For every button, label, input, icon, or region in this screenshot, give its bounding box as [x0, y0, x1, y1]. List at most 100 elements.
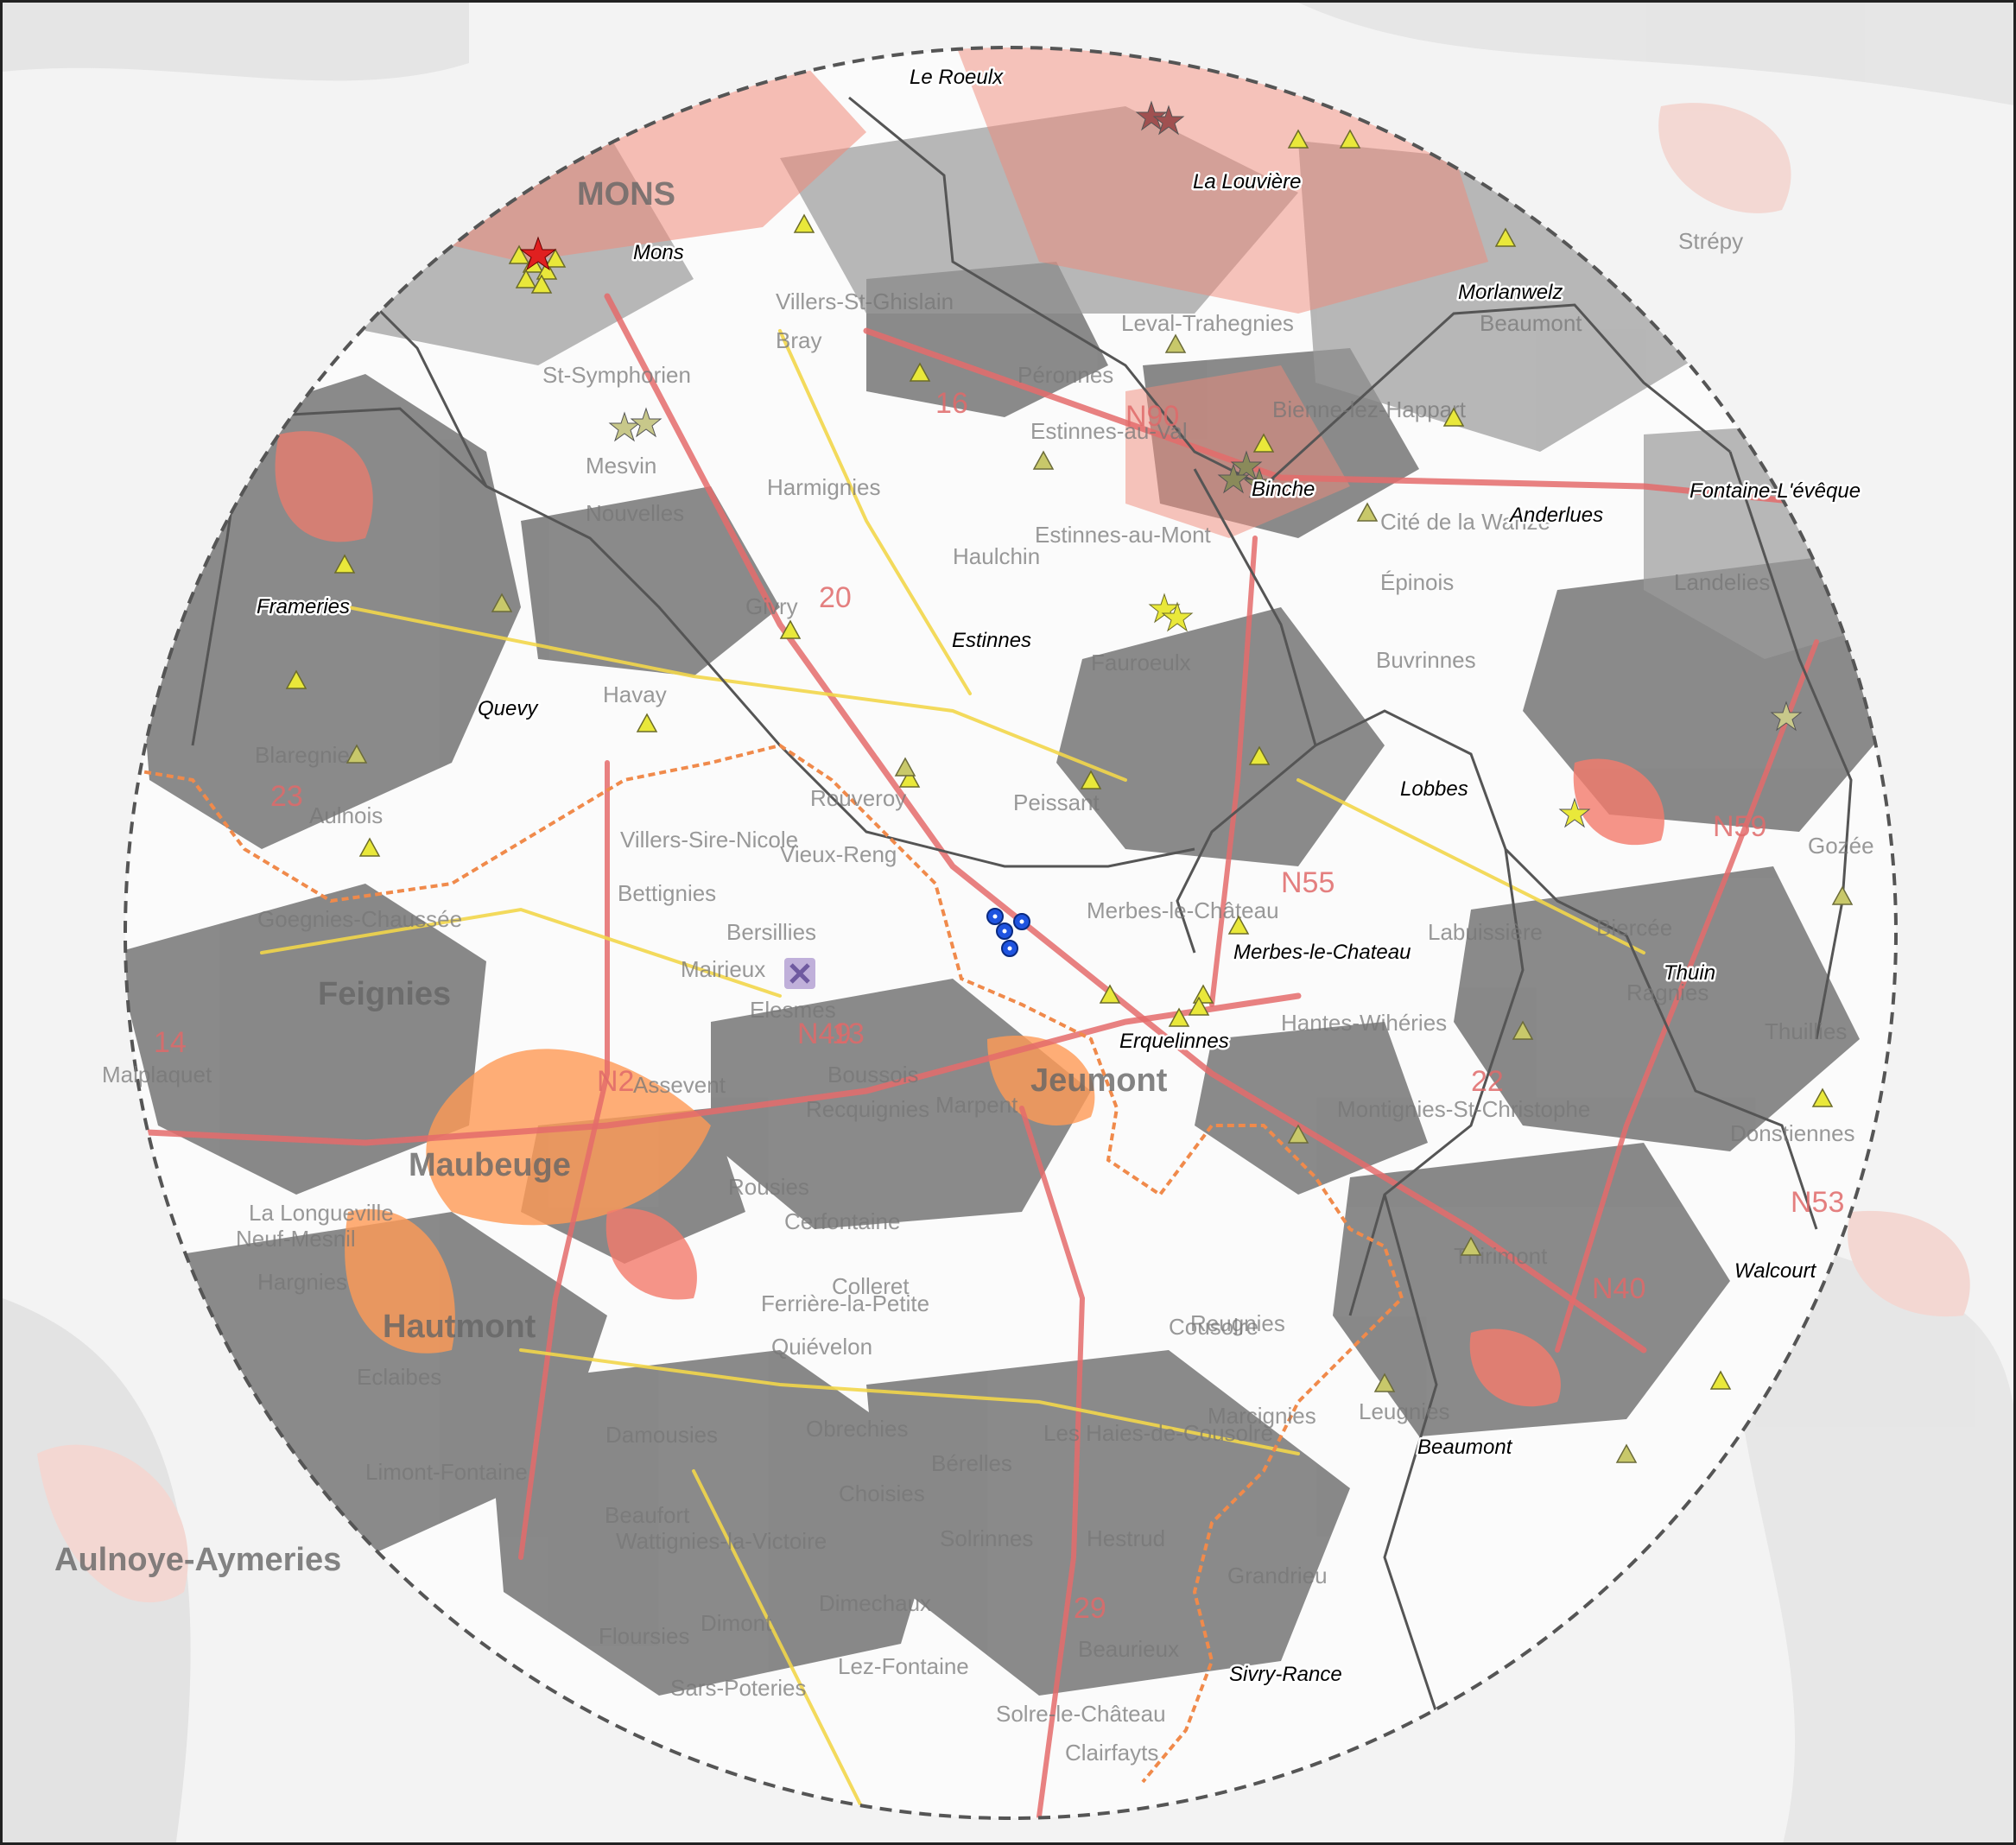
commune-label-la-louviere: La Louvière	[1193, 170, 1301, 193]
bg-label: Harmignies	[767, 474, 881, 500]
road-number: 14	[154, 1026, 187, 1059]
bg-label: Hestrud	[1087, 1525, 1165, 1551]
bg-label: Boussois	[827, 1062, 919, 1087]
background-place-labels: MONS Maubeuge Hautmont Jeumont Feignies …	[54, 176, 1874, 1766]
star-cluster-estinnes	[1148, 593, 1194, 632]
bg-label: Estinnes-au-Val	[1030, 418, 1188, 444]
blue-circle-dot-icon[interactable]	[986, 908, 1004, 925]
authorized-turbines	[346, 333, 1854, 1463]
map-canvas[interactable]: MONS Maubeuge Hautmont Jeumont Feignies …	[3, 3, 2016, 1845]
bg-label: Solrinnes	[940, 1525, 1033, 1551]
yellow-triangle-icon	[779, 619, 802, 639]
bg-label: Buvrinnes	[1376, 647, 1476, 673]
yellow-triangle-icon	[1080, 770, 1102, 789]
olive-triangle-icon	[491, 593, 513, 612]
bg-label: Peissant	[1013, 789, 1100, 815]
road-number: 22	[1471, 1065, 1504, 1098]
bg-label: Choisies	[839, 1480, 925, 1506]
olive-triangle-icon	[1512, 1020, 1534, 1040]
olive-triangle-icon	[1032, 450, 1055, 470]
turbine-clusters	[508, 100, 1803, 828]
bg-label: Leval-Trahegnies	[1121, 310, 1294, 336]
bg-label: Villers-Sire-Nicole	[620, 827, 798, 853]
bg-label: Vieux-Reng	[780, 841, 897, 867]
yellow-triangle-icon	[636, 713, 658, 732]
bg-label: Labuissière	[1428, 919, 1543, 945]
bg-label: Damousies	[605, 1422, 718, 1448]
grey-star-icon	[630, 407, 662, 438]
bg-label: Mesvin	[586, 453, 656, 479]
commune-label-erquelinnes: Erquelinnes	[1119, 1030, 1229, 1053]
bg-label: Donstiennes	[1730, 1120, 1855, 1146]
bg-label: La Longueville	[249, 1200, 394, 1226]
bg-label: Landelies	[1674, 569, 1770, 595]
bg-label: Leugnies	[1359, 1398, 1450, 1424]
bg-label: Maubeuge	[409, 1147, 571, 1183]
bg-label: Strépy	[1678, 228, 1743, 254]
blue-circle-dot-icon[interactable]	[1001, 940, 1018, 957]
grey-star-icon	[1217, 463, 1250, 494]
bg-label: Assevent	[633, 1072, 726, 1098]
admin-borders	[191, 96, 1853, 1714]
bg-label: Colleret	[832, 1273, 910, 1299]
bg-label: Quiévelon	[771, 1334, 872, 1360]
bg-label: Bettignies	[618, 880, 716, 906]
commune-label-walcourt: Walcourt	[1734, 1259, 1817, 1283]
bg-label: Ragnies	[1626, 980, 1709, 1005]
road-number: N49	[797, 1018, 851, 1050]
yellow-triangle-icon	[508, 244, 530, 264]
olive-triangle-icon	[346, 744, 368, 764]
bg-label: St-Symphorien	[542, 362, 691, 388]
road-number: 13	[832, 1018, 865, 1050]
blue-circle-dot-icon[interactable]	[1013, 913, 1030, 930]
olive-triangle-icon	[894, 757, 916, 777]
blue-circle-dot-icon[interactable]	[996, 922, 1013, 940]
bg-label: Les Haies-de-Cousolre	[1043, 1420, 1273, 1446]
commune-label-anderlues: Anderlues	[1508, 504, 1603, 527]
grey-star-icon	[1770, 701, 1803, 732]
bg-label: Cousolre	[1169, 1314, 1258, 1340]
bg-label: Merbes-le-Château	[1087, 897, 1279, 923]
yellow-triangle-icon	[1227, 915, 1250, 935]
bg-label: Villers-St-Ghislain	[776, 288, 954, 314]
yellow-triangle-icon	[1709, 1370, 1732, 1390]
bg-label: Bray	[776, 327, 821, 353]
bg-label: Reugnies	[1190, 1310, 1285, 1336]
road-number: 29	[1074, 1592, 1106, 1625]
study-radius-circle	[124, 46, 1898, 1820]
yellow-triangle-icon	[1252, 433, 1275, 453]
commune-label-morlanwelz: Morlanwelz	[1458, 281, 1563, 304]
yellow-star-icon	[1558, 797, 1591, 828]
commune-label-frameries: Frameries	[257, 595, 350, 618]
yellow-triangle-icon	[1248, 745, 1271, 765]
grey-star-icon	[1243, 467, 1276, 498]
commune-label-merbes-le-chateau: Merbes-le-Chateau	[1233, 941, 1411, 964]
road-number: 16	[935, 387, 968, 420]
commune-label-fontaine-leveque: Fontaine-L'évêque	[1690, 479, 1861, 503]
road-network	[125, 293, 1896, 1818]
bg-label: Recquignies	[806, 1096, 929, 1122]
road-number: N90	[1125, 400, 1179, 433]
star-cluster-nouvelles	[608, 407, 662, 442]
bg-label: Marpent	[935, 1092, 1018, 1118]
mons-cluster	[508, 244, 567, 294]
bg-label: Ferrière-la-Petite	[761, 1290, 929, 1316]
yellow-star-icon	[1161, 601, 1194, 632]
commune-label-beaumont: Beaumont	[1417, 1436, 1513, 1459]
star-cluster-louviere	[1135, 100, 1185, 136]
star-cluster-aulne	[1770, 701, 1803, 732]
yellow-triangle-icon	[285, 669, 307, 689]
bg-label: Eclaibes	[357, 1364, 441, 1390]
bg-label: Rouveroy	[810, 785, 906, 811]
bg-label: Elesmes	[750, 997, 836, 1023]
bg-label: Beaumont	[1480, 310, 1582, 336]
bg-label: Marcignies	[1208, 1403, 1316, 1429]
yellow-triangle-icon	[1494, 227, 1517, 247]
yellow-triangle-icon	[1099, 984, 1121, 1004]
bg-label: Beaurieux	[1078, 1636, 1179, 1662]
grey-star-icon	[1230, 450, 1263, 481]
project-turbines[interactable]	[986, 908, 1030, 957]
bg-label: Lez-Fontaine	[838, 1653, 969, 1679]
yellow-triangle-icon	[333, 554, 356, 574]
